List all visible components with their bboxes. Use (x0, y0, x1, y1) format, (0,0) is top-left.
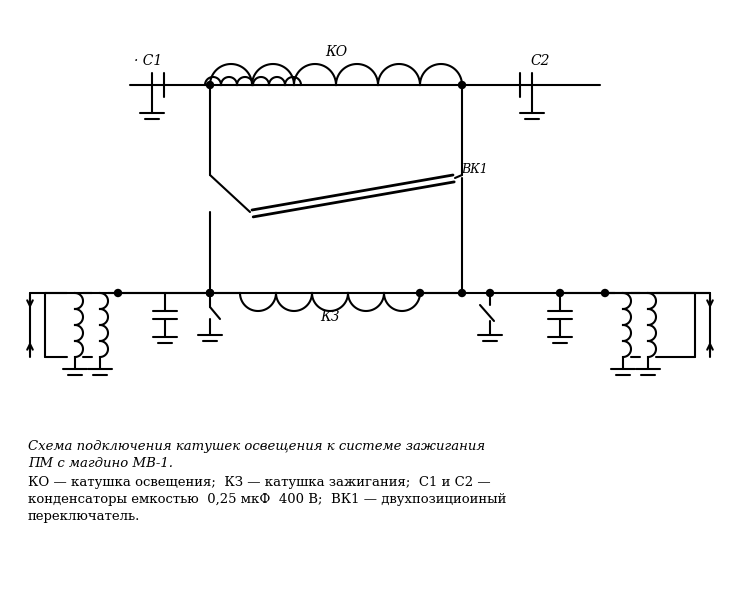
Text: КО — катушка освещения;  КЗ — катушка зажигания;  С1 и С2 —: КО — катушка освещения; КЗ — катушка заж… (28, 476, 491, 489)
Circle shape (114, 290, 122, 297)
Text: конденсаторы емкостью  0,25 мкФ  400 В;  ВК1 — двухпозициоиный: конденсаторы емкостью 0,25 мкФ 400 В; ВК… (28, 493, 507, 506)
Text: · C1: · C1 (134, 54, 162, 68)
Text: КО: КО (325, 45, 347, 59)
Circle shape (207, 82, 213, 89)
Text: C2: C2 (530, 54, 550, 68)
Circle shape (207, 290, 213, 297)
Text: ВК1: ВК1 (461, 163, 488, 176)
Circle shape (486, 290, 494, 297)
Circle shape (459, 82, 466, 89)
Circle shape (207, 290, 213, 297)
Text: Схема подключения катушек освещения к системе зажигания: Схема подключения катушек освещения к си… (28, 440, 485, 453)
Circle shape (459, 290, 466, 297)
Text: ПМ с магдино МВ-1.: ПМ с магдино МВ-1. (28, 457, 173, 470)
Circle shape (416, 290, 424, 297)
Text: КЗ: КЗ (320, 310, 339, 324)
Circle shape (601, 290, 609, 297)
Circle shape (557, 290, 563, 297)
Text: переключатель.: переключатель. (28, 510, 140, 523)
